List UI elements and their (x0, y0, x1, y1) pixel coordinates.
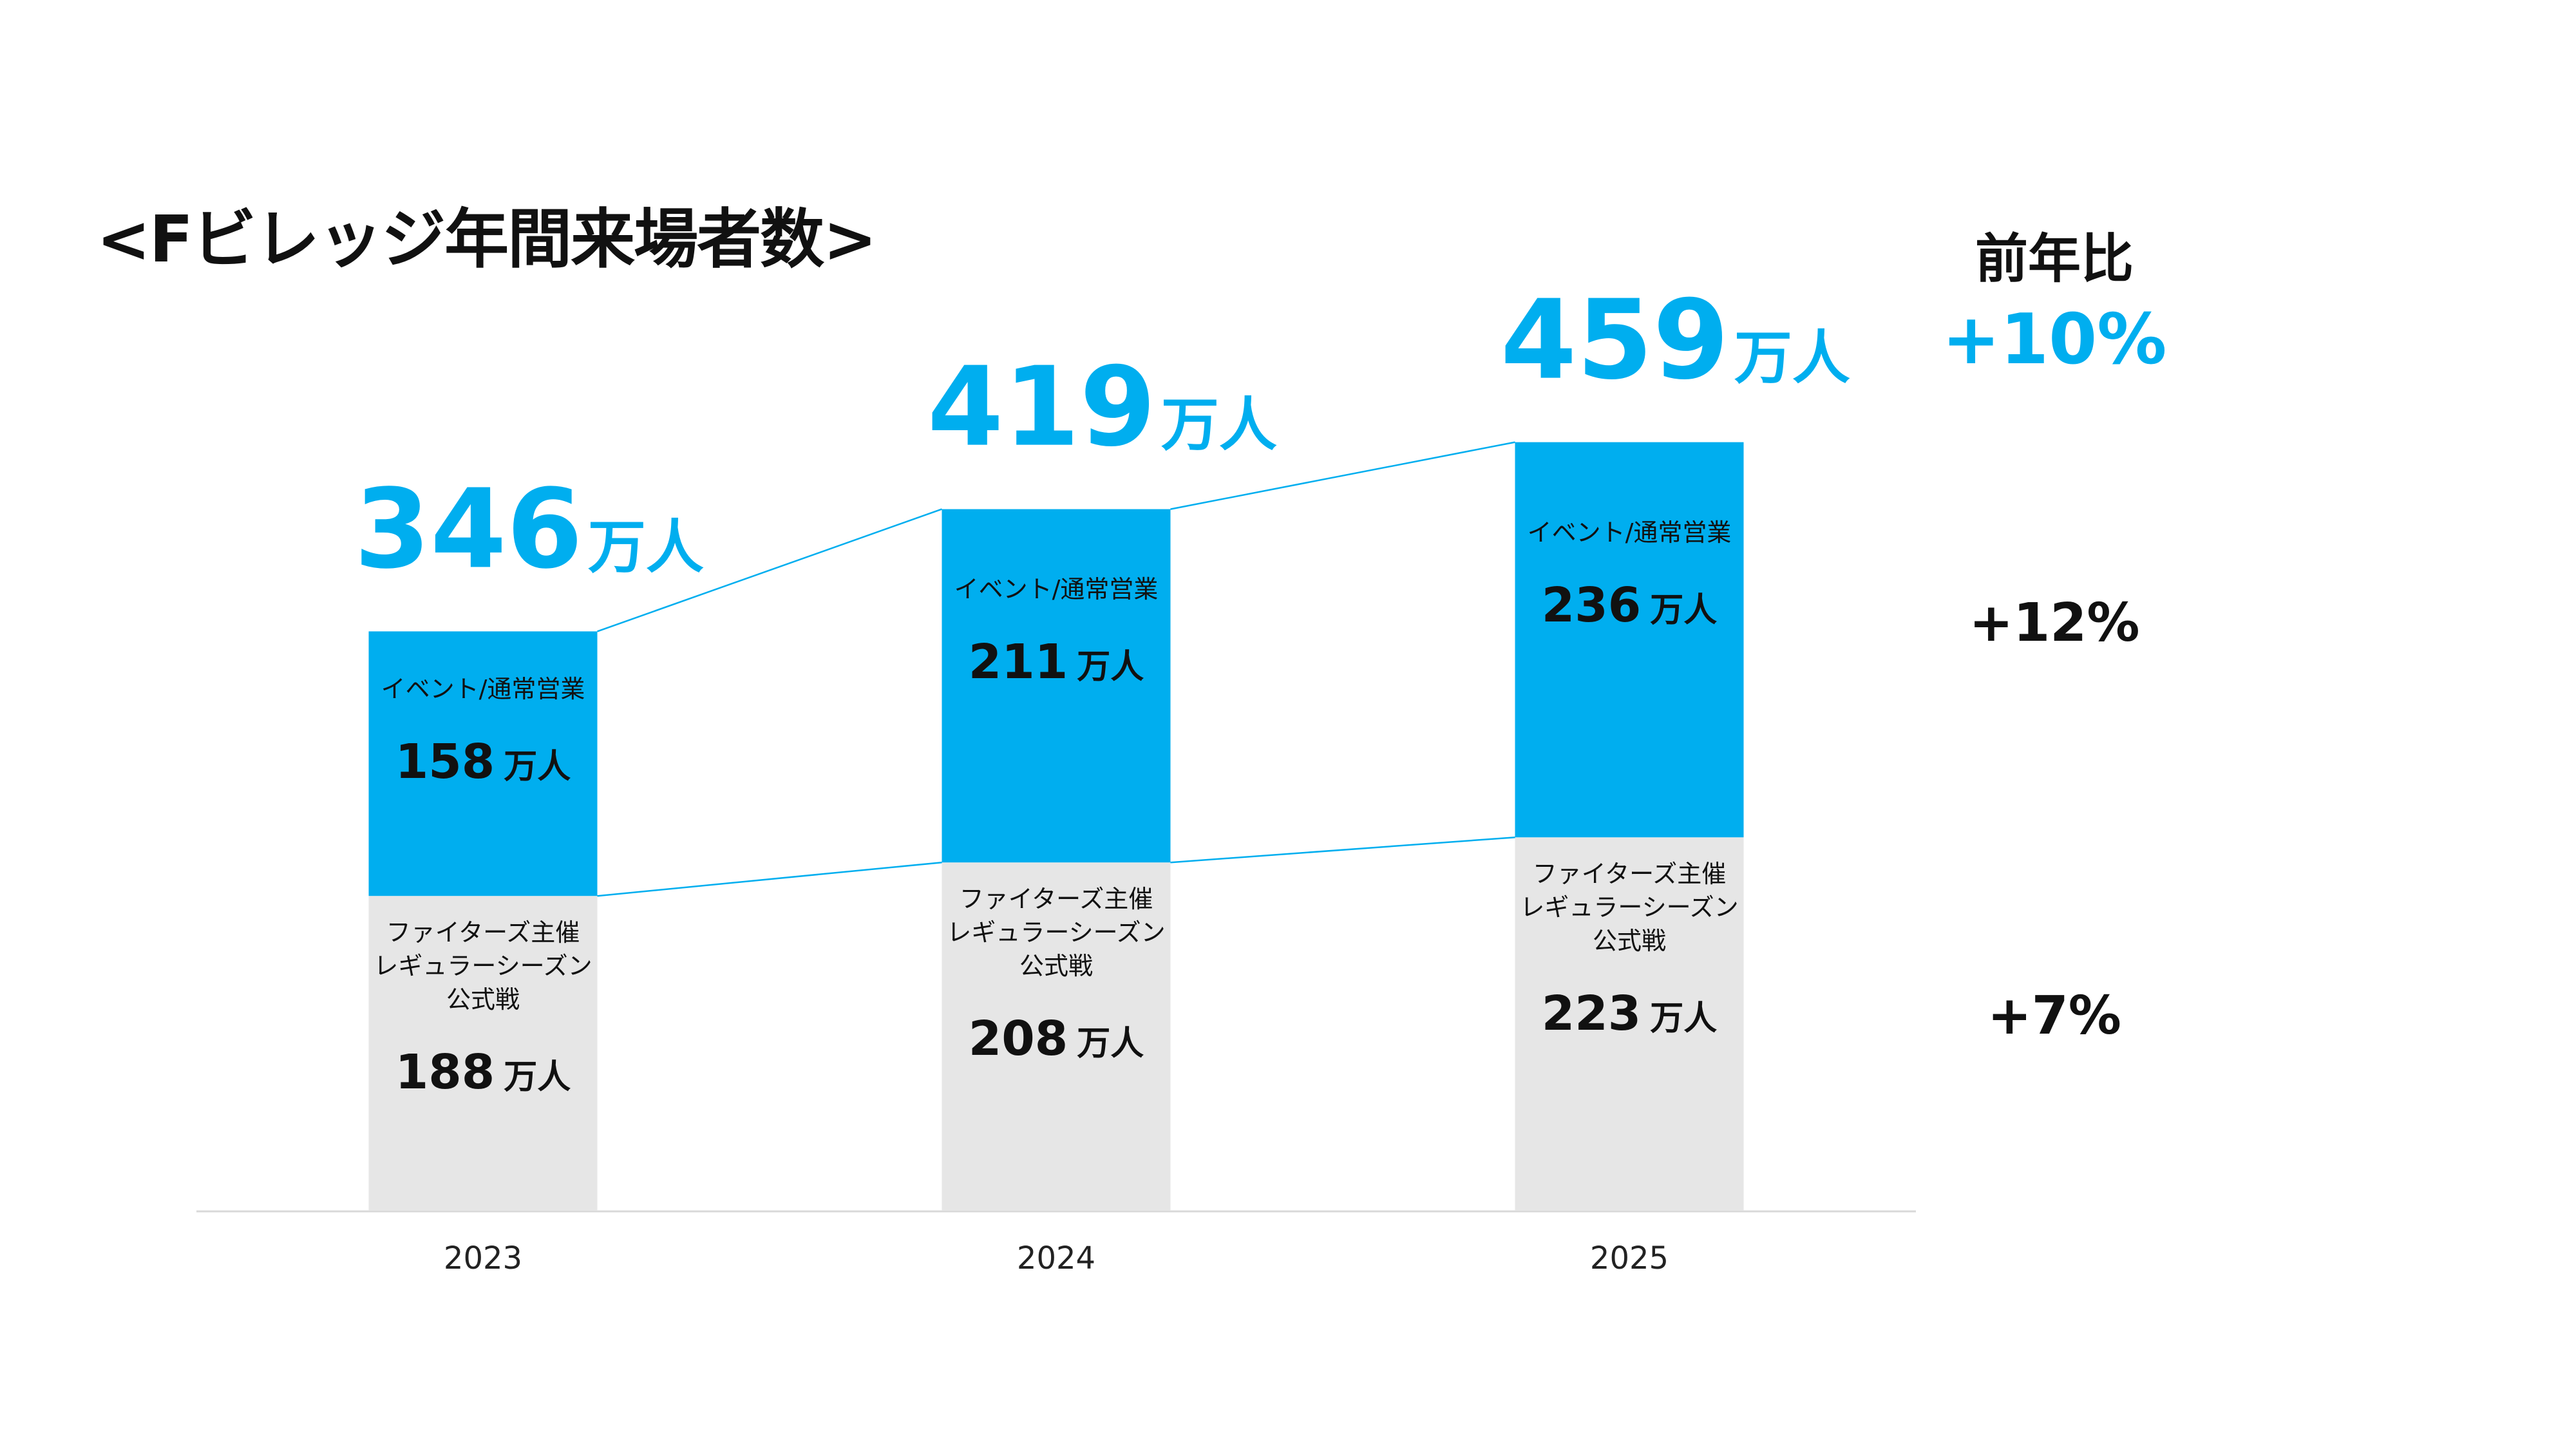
bar-segment-games-2024 (942, 862, 1171, 1211)
games-value-label: 223 万人 (1542, 986, 1717, 1041)
games-value-label: 188 万人 (395, 1045, 571, 1100)
x-tick-label-2023: 2023 (444, 1240, 522, 1276)
event-value-label: 158 万人 (395, 734, 571, 790)
games-series-label: 公式戦 (1019, 952, 1093, 980)
yoy-total: +10% (1942, 299, 2167, 380)
yoy-games: +7% (1987, 985, 2121, 1046)
page-title: <Fビレッジ年間来場者数> (97, 202, 877, 277)
total-label-2023: 346万人 (354, 466, 704, 593)
games-series-label: 公式戦 (446, 985, 520, 1014)
games-value-label: 208 万人 (969, 1011, 1144, 1066)
event-value-label: 211 万人 (969, 634, 1144, 690)
bar-segment-event-2024 (942, 509, 1171, 863)
total-label-2025: 459万人 (1501, 277, 1850, 404)
games-series-label: ファイターズ主催 (1533, 860, 1727, 888)
x-tick-label-2025: 2025 (1590, 1240, 1669, 1276)
event-series-label: イベント/通常営業 (954, 575, 1159, 603)
connector-line-mid (1170, 836, 1515, 864)
connector-line-top (597, 508, 942, 632)
games-series-label: レギュラーシーズン (1520, 893, 1738, 922)
event-series-label: イベント/通常営業 (1528, 518, 1732, 547)
connector-line-top (1170, 441, 1515, 510)
games-series-label: レギュラーシーズン (374, 952, 592, 980)
games-series-label: ファイターズ主催 (386, 918, 580, 947)
yoy-heading: 前年比 (1975, 229, 2134, 290)
connector-line-mid (597, 861, 942, 897)
bar-segment-event-2025 (1515, 442, 1744, 838)
games-series-label: レギュラーシーズン (947, 918, 1165, 947)
bar-segment-games-2023 (368, 896, 598, 1211)
games-series-label: 公式戦 (1593, 927, 1666, 955)
bar-segment-games-2025 (1515, 837, 1744, 1211)
games-series-label: ファイターズ主催 (960, 885, 1153, 913)
event-value-label: 236 万人 (1542, 578, 1717, 633)
total-label-2024: 419万人 (927, 344, 1277, 471)
yoy-event: +12% (1969, 592, 2140, 654)
x-tick-label-2024: 2024 (1017, 1240, 1095, 1276)
event-series-label: イベント/通常営業 (381, 675, 585, 703)
bar-segment-event-2023 (368, 631, 598, 896)
